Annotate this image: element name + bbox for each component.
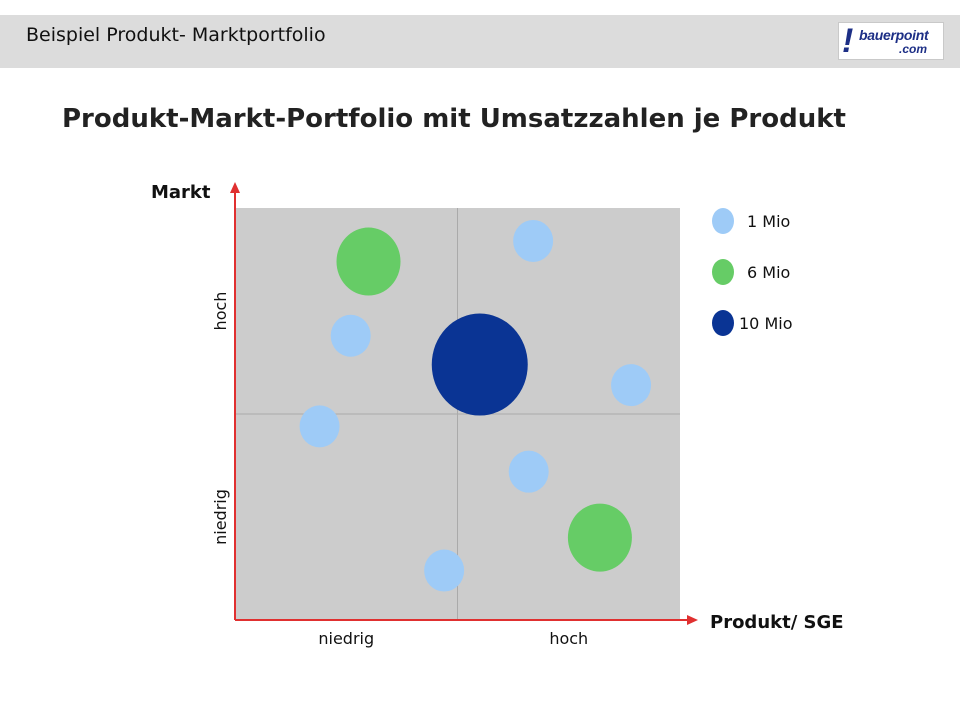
logo-domain: .com [899,42,928,56]
legend-label: 1 Mio [747,212,790,231]
data-bubble [424,549,465,592]
header-title: Beispiel Produkt- Marktportfolio [26,24,326,46]
y-category-label: hoch [211,292,230,331]
data-bubble [567,503,632,572]
data-bubble [336,227,401,296]
data-bubble [431,313,528,416]
bauerpoint-logo: ! bauerpoint .com [838,22,944,60]
legend-marker [712,310,734,336]
y-axis-arrow-icon [230,182,240,193]
data-bubble [611,364,652,407]
legend-marker [712,259,734,285]
y-category-label: niedrig [211,489,230,545]
chart-title: Produkt-Markt-Portfolio mit Umsatzzahlen… [62,104,846,134]
data-bubble [513,219,554,262]
legend-marker [712,208,734,234]
legend-label: 6 Mio [747,263,790,282]
x-category-label: hoch [549,629,588,648]
logo-exclamation-icon: ! [842,22,854,60]
data-bubble [330,314,371,357]
y-axis-label: Markt [151,182,211,203]
legend-label: 10 Mio [739,314,792,333]
header-bar: Beispiel Produkt- Marktportfolio ! bauer… [0,15,960,68]
data-bubble [508,450,549,493]
x-category-label: niedrig [318,629,374,648]
x-axis-arrow-icon [687,615,698,625]
data-bubble [299,405,340,448]
logo-text: bauerpoint [859,27,929,43]
x-axis-label: Produkt/ SGE [710,612,844,633]
